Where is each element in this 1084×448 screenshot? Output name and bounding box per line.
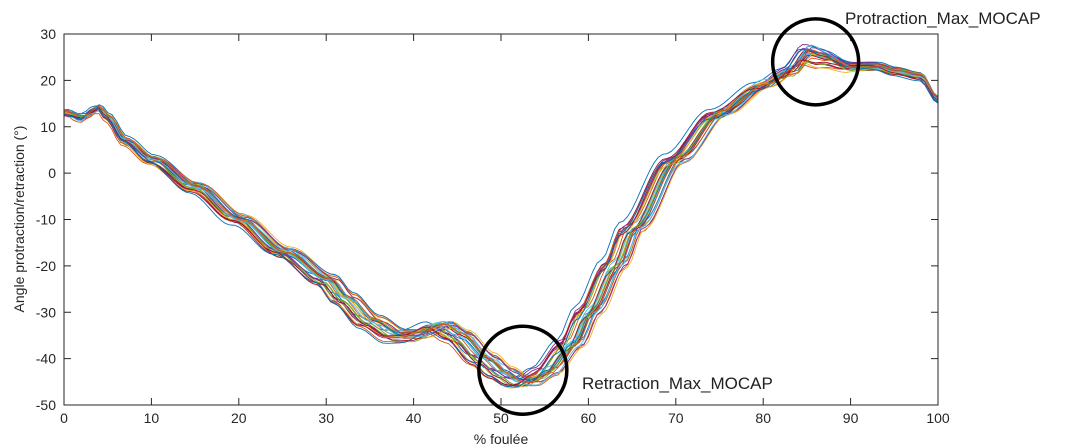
x-axis-label: % foulée: [474, 431, 529, 447]
y-axis: -50 -40 -30 -20 -10 0 10 20 30: [36, 26, 938, 413]
plot-area: [64, 34, 938, 405]
x-tick-label: 10: [144, 410, 160, 426]
series-layer: [63, 44, 939, 389]
x-tick-label: 100: [926, 410, 950, 426]
y-tick-label: -20: [36, 258, 56, 274]
retraction-circle: [477, 324, 569, 416]
x-tick-label: 0: [60, 410, 68, 426]
y-tick-label: 0: [48, 165, 56, 181]
x-tick-label: 40: [406, 410, 422, 426]
y-tick-label: -30: [36, 304, 56, 320]
series-line: [63, 57, 939, 378]
series-line: [63, 49, 939, 388]
y-axis-label: Angle protraction/retraction (°): [11, 126, 27, 313]
x-tick-label: 90: [843, 410, 859, 426]
y-tick-label: -10: [36, 212, 56, 228]
protraction-label: Protraction_Max_MOCAP: [845, 9, 1041, 28]
y-tick-label: 20: [40, 72, 56, 88]
x-axis: 0 10 20 30 40 50 60 70 80 90 100: [60, 34, 950, 426]
series-line: [63, 44, 939, 386]
y-tick-label: 10: [40, 119, 56, 135]
y-tick-label: 30: [40, 26, 56, 42]
y-tick-label: -40: [36, 351, 56, 367]
x-tick-label: 30: [318, 410, 334, 426]
x-tick-label: 60: [581, 410, 597, 426]
series-line: [63, 49, 939, 383]
x-tick-label: 50: [493, 410, 509, 426]
protraction-circle: [770, 17, 861, 107]
x-tick-label: 70: [668, 410, 684, 426]
y-tick-label: -50: [36, 397, 56, 413]
x-tick-label: 80: [755, 410, 771, 426]
retraction-label: Retraction_Max_MOCAP: [582, 374, 773, 393]
x-tick-label: 20: [231, 410, 247, 426]
annotations: Protraction_Max_MOCAP Retraction_Max_MOCA…: [477, 9, 1041, 416]
